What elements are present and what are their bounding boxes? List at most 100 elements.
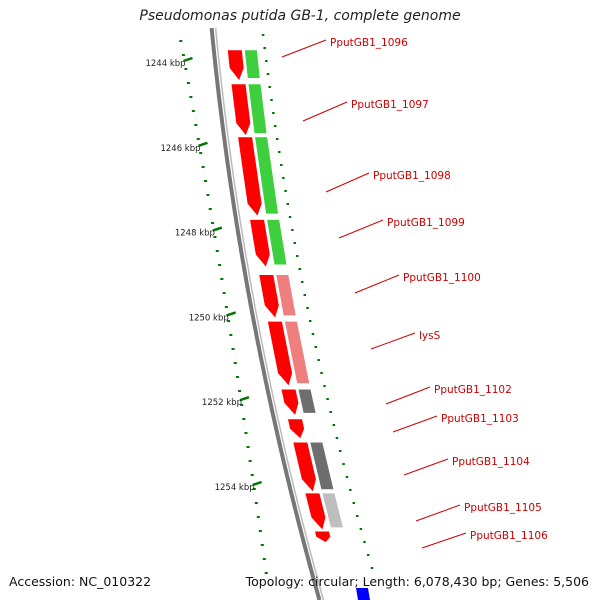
gene-features [227,50,331,543]
label-leader [415,504,461,522]
outer-dot [263,47,266,49]
outer-dot [339,450,342,452]
outer-dot [272,112,275,114]
gc-dot [179,40,183,42]
gc-dot [215,250,219,252]
outer-dot [329,411,332,413]
outer-dot [326,398,329,400]
outer-dot [359,528,363,530]
label-leader [370,332,416,350]
outer-dot [284,190,287,192]
kbp-label: 1248 kbp [175,229,215,239]
outer-dot [282,177,285,179]
outer-dot [291,229,294,231]
gc-dot [186,82,190,84]
outer-dot [308,320,312,322]
outer-dot [286,203,290,205]
label-leader [354,274,400,294]
kbp-ticks: 1244 kbp 1246 kbp 1248 kbp 1250 kbp 1252 kbp… [145,56,263,493]
gene-label: PputGB1_1099 [387,217,465,229]
outer-dot [356,515,359,517]
outer-dot [311,333,315,335]
gc-dot [229,334,233,336]
outer-dot [314,346,318,348]
outer-dot [317,359,320,361]
gene-labels: PputGB1_1096 PputGB1_1097 PputGB1_1098 Pput… [281,37,548,549]
gc-dot [256,516,260,518]
cds-arrow [250,219,270,267]
gc-dot [201,166,205,168]
kbp-label: 1246 kbp [160,144,200,154]
label-leader [338,219,384,239]
outer-dot [342,463,345,465]
cds-arrow [305,493,326,530]
outer-dot [349,489,352,491]
label-leader [281,39,327,58]
gc-dot [231,348,235,350]
gc-dot [246,446,250,448]
gene-label: lysS [419,330,441,342]
gc-dot [208,208,212,210]
gc-dot [204,180,208,182]
cog-category-track [244,50,343,528]
cog-block [255,137,279,214]
cds-arrow [267,321,293,386]
backbone-shadow [214,27,325,600]
kbp-label: 1250 kbp [189,313,229,323]
outer-dot [352,502,356,504]
gc-dot [248,460,252,462]
cog-block [310,442,334,490]
kbp-tick [212,226,223,232]
outer-dot [288,216,292,218]
gc-dot [233,362,237,364]
cds-arrow [231,84,251,136]
label-leader [421,532,467,549]
gc-dot [235,376,239,378]
cog-block [248,84,267,134]
outer-dot [268,86,271,88]
kbp-label: 1244 kbp [145,59,185,69]
gc-dot [252,488,256,490]
outer-dot [320,372,323,374]
label-leader [302,101,348,122]
kbp-tick [183,56,193,63]
genome-stats: Topology: circular; Length: 6,078,430 bp… [245,574,589,589]
gc-dot [264,572,268,574]
outer-dot [265,60,268,62]
gc-dot [242,418,246,420]
outer-dot [277,151,281,153]
gc-dot [189,96,193,98]
genome-backbone [209,27,325,600]
outer-dot [300,281,304,283]
gc-dot [191,110,195,112]
gc-dot [227,320,231,322]
label-leader [385,386,431,405]
outer-dot [298,268,301,270]
cds-arrow [238,137,262,216]
gc-dot [240,404,244,406]
outer-dot [345,476,349,478]
outer-dot [366,554,370,556]
outer-dot [332,424,336,426]
other-feature-track [356,588,370,600]
outer-dot [266,73,270,75]
outer-dot [335,437,339,439]
gene-label: PputGB1_1100 [403,272,481,284]
gene-label: PputGB1_1105 [464,502,542,514]
outer-dot [275,138,279,140]
gene-label: PputGB1_1102 [434,384,512,396]
outer-dot [370,567,374,569]
kbp-tick [252,480,263,487]
gene-label: PputGB1_1097 [351,99,429,111]
gc-dot [244,432,248,434]
cog-block [276,275,296,316]
gene-label: PputGB1_1104 [452,456,530,468]
outer-dot [303,294,307,296]
label-leader [403,458,449,476]
cog-block [244,50,260,78]
cds-arrow [281,389,299,415]
accession-info: Accession: NC_010322 [9,574,152,589]
cog-block [284,321,310,384]
outer-dot [270,99,273,101]
